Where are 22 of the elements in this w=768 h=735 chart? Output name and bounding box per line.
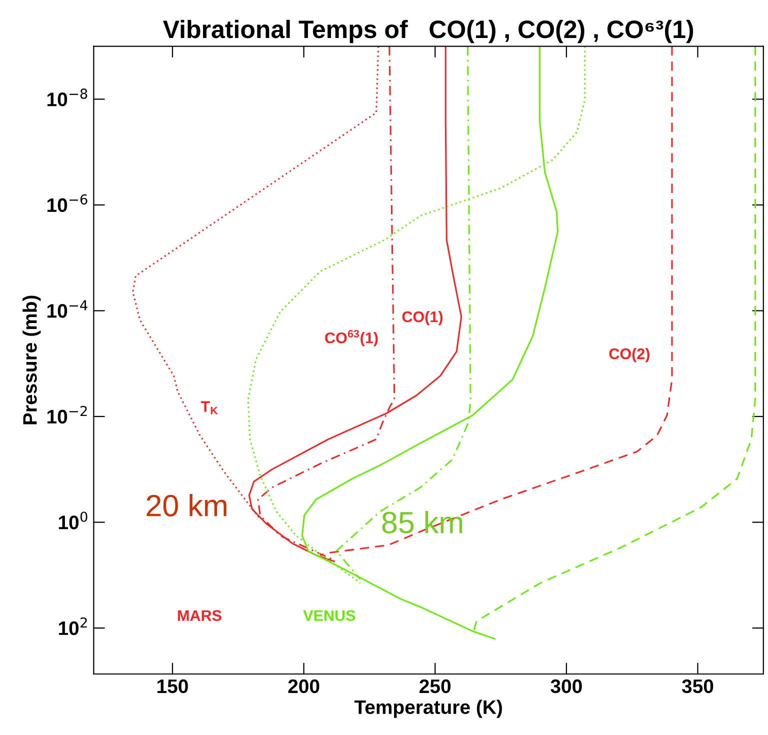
annotation: T$_{K}$ [200,401,218,414]
y-tick-label: 10$^{−8}$ [47,88,88,106]
x-tick-label: 250 [420,679,451,694]
y-tick-label: 10$^{−6}$ [47,194,88,212]
y-tick-label: 10$^{0}$ [58,512,88,530]
annotation: VENUS [303,610,356,621]
annotation: 85 km [382,510,462,534]
annotation: CO(1) [402,310,443,326]
annotation: CO$^{63}$(1) [325,330,378,346]
annotation: 20 km [146,494,226,516]
x-axis-title: Temperature (K) [354,700,502,718]
y-tick-label: 10$^{−2}$ [47,406,87,424]
y-tick-label: 10$^{−4}$ [47,300,88,318]
x-tick-label: 300 [550,679,582,694]
y-axis-title: Pressure (mb) [22,296,41,424]
annotation: MARS [178,610,222,621]
x-tick-label: 350 [682,679,714,694]
x-tick-label: 150 [157,679,188,694]
annotation: CO(2) [609,348,650,362]
y-tick-label: 10$^{2}$ [58,617,87,636]
chart-title: Vibrational Temps of CO(1) , CO(2) , CO⁶³(1) [162,20,694,44]
x-tick-label: 200 [288,679,320,694]
